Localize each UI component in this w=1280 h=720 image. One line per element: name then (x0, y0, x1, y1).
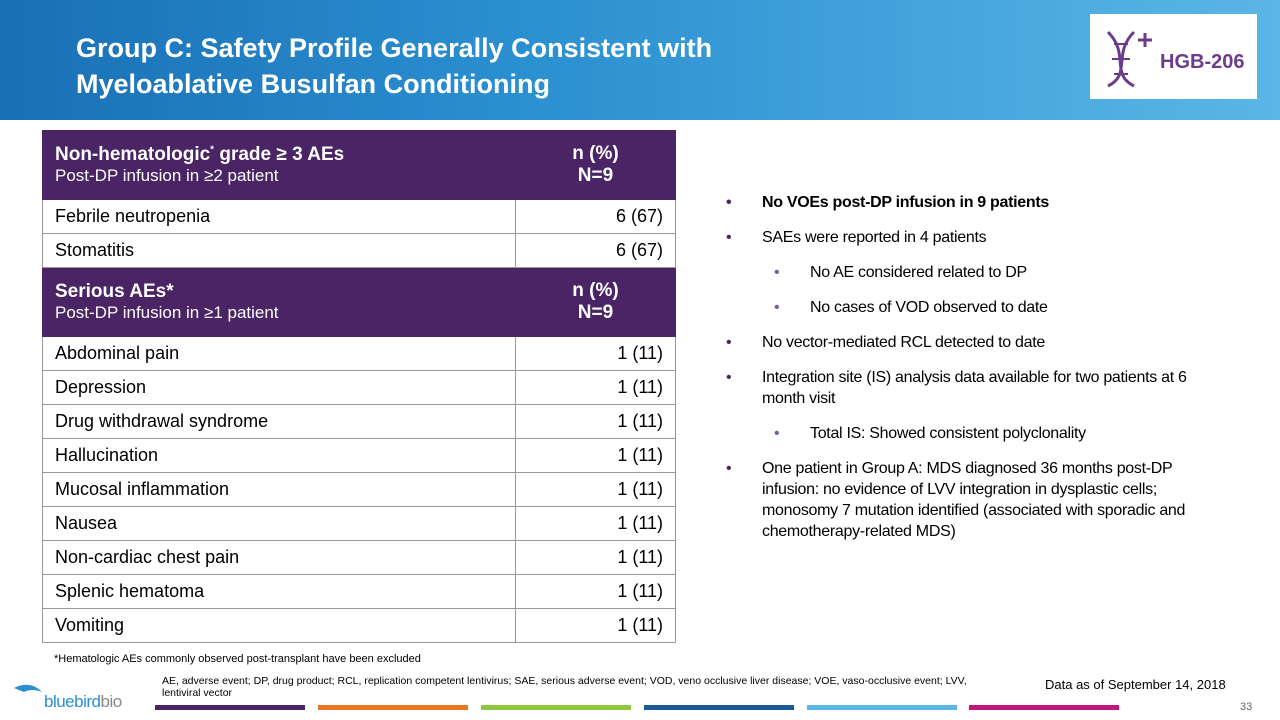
event-cell: Hallucination (42, 438, 516, 473)
column-label: N=9 (577, 165, 614, 186)
bullet-item: No AE considered related to DP (726, 262, 1206, 283)
header-subtitle: Post-DP infusion in ≥2 patient (55, 166, 279, 185)
ae-table: Non-hematologic* grade ≥ 3 AEs Post-DP in… (42, 130, 676, 643)
color-bars (0, 705, 1280, 710)
table-row: Depression 1 (11) (42, 370, 676, 405)
event-cell: Nausea (42, 506, 516, 541)
count-cell: 6 (67) (515, 199, 676, 234)
header-mark: * (210, 144, 215, 156)
logo-bird (14, 684, 42, 692)
bullet-item: No cases of VOD observed to date (726, 297, 1206, 318)
bullet-item: No VOEs post-DP infusion in 9 patients (726, 192, 1206, 213)
event-cell: Vomiting (42, 608, 516, 643)
table-row: Febrile neutropenia 6 (67) (42, 199, 676, 234)
slide-title: Myeloablative Busulfan Conditioning (76, 69, 551, 99)
count-cell: 1 (11) (515, 540, 676, 575)
table-row: Hallucination 1 (11) (42, 438, 676, 473)
count-cell: 1 (11) (515, 404, 676, 439)
header-subtitle: Post-DP infusion in ≥1 patient (55, 303, 279, 322)
abbreviations: AE, adverse event; DP, drug product; RCL… (162, 675, 967, 699)
header-cell: Serious AEs* Post-DP infusion in ≥1 patie… (42, 267, 516, 337)
event-cell: Febrile neutropenia (42, 199, 516, 234)
header-title: Non-hematologic* grade ≥ 3 AEs (55, 144, 503, 166)
event-cell: Abdominal pain (42, 336, 516, 371)
header-title: Serious AEs* (55, 281, 503, 303)
column-label: n (%) (572, 143, 619, 164)
slide-title: Group C: Safety Profile Generally Consis… (76, 33, 713, 63)
count-cell: 1 (11) (515, 336, 676, 371)
bullet-item: Integration site (IS) analysis data avai… (726, 367, 1206, 409)
header-cell: n (%) N=9 (515, 130, 676, 200)
badge-icon: HGB-206 (1106, 30, 1244, 88)
table-row: Non-cardiac chest pain 1 (11) (42, 540, 676, 575)
bullet-item: One patient in Group A: MDS diagnosed 36… (726, 458, 1206, 542)
logo-text: bluebird (44, 692, 101, 711)
column-label: n (%) (572, 280, 619, 301)
count-cell: 6 (67) (515, 233, 676, 268)
header-title-text: grade ≥ 3 AEs (214, 144, 345, 165)
header-title-text: Non-hematologic (55, 144, 211, 165)
header-title-text: Serious AEs* (55, 281, 174, 302)
table-header-row: Non-hematologic* grade ≥ 3 AEs Post-DP in… (42, 130, 676, 200)
table-row: Stomatitis 6 (67) (42, 233, 676, 268)
event-cell: Drug withdrawal syndrome (42, 404, 516, 439)
badge-label: HGB-206 (1160, 51, 1244, 73)
header-cell: Non-hematologic* grade ≥ 3 AEs Post-DP in… (42, 130, 516, 200)
count-cell: 1 (11) (515, 438, 676, 473)
count-cell: 1 (11) (515, 574, 676, 609)
footnote: *Hematologic AEs commonly observed post-… (54, 653, 421, 665)
table-row: Nausea 1 (11) (42, 506, 676, 541)
table-row: Drug withdrawal syndrome 1 (11) (42, 404, 676, 439)
bullet-item: No vector-mediated RCL detected to date (726, 332, 1206, 353)
table-row: Vomiting 1 (11) (42, 608, 676, 643)
count-cell: 1 (11) (515, 370, 676, 405)
data-date: Data as of September 14, 2018 (1045, 677, 1226, 692)
bullet-item: SAEs were reported in 4 patients (726, 227, 1206, 248)
logo-text: bio (100, 692, 123, 711)
header-band (0, 0, 1280, 120)
header-cell: n (%) N=9 (515, 267, 676, 337)
table-row: Abdominal pain 1 (11) (42, 336, 676, 371)
event-cell: Mucosal inflammation (42, 472, 516, 507)
count-cell: 1 (11) (515, 472, 676, 507)
event-cell: Stomatitis (42, 233, 516, 268)
event-cell: Depression (42, 370, 516, 405)
table-row: Mucosal inflammation 1 (11) (42, 472, 676, 507)
count-cell: 1 (11) (515, 506, 676, 541)
event-cell: Splenic hematoma (42, 574, 516, 609)
company-logo: bluebirdbio (12, 678, 152, 712)
count-cell: 1 (11) (515, 608, 676, 643)
bullet-item: Total IS: Showed consistent polyclonalit… (726, 423, 1206, 444)
page-number: 33 (1240, 701, 1253, 713)
program-badge: HGB-206 (1090, 14, 1257, 99)
table-header-row: Serious AEs* Post-DP infusion in ≥1 patie… (42, 267, 676, 337)
column-label: N=9 (577, 302, 614, 323)
event-cell: Non-cardiac chest pain (42, 540, 516, 575)
table-row: Splenic hematoma 1 (11) (42, 574, 676, 609)
bullet-list: No VOEs post-DP infusion in 9 patients SA… (726, 192, 1206, 556)
